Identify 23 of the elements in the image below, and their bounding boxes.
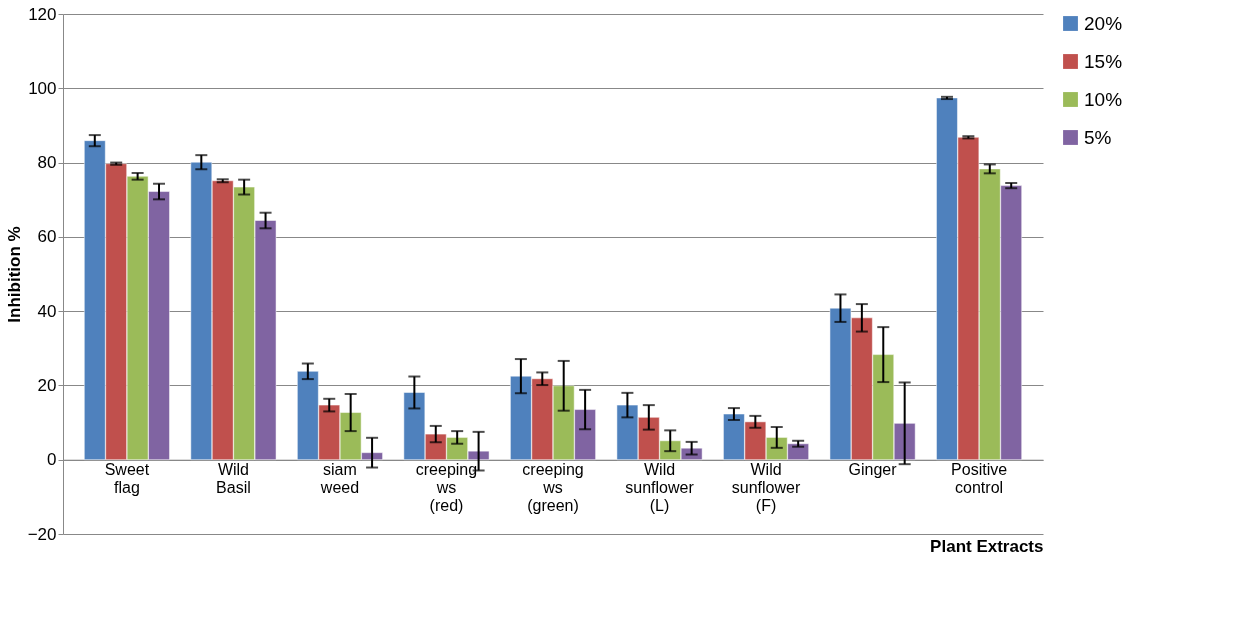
- y-tick-label: 60: [37, 227, 57, 247]
- y-tick-label: 120: [28, 4, 57, 24]
- y-tick-label: 80: [37, 153, 57, 173]
- x-tick-label: Ginger: [848, 461, 898, 479]
- y-tick-label: 100: [28, 78, 57, 98]
- x-tick-label: Wild sunflower (F): [731, 461, 801, 515]
- x-tick-label: siam weed: [319, 461, 360, 497]
- y-axis-title: Inhibition %: [4, 226, 24, 323]
- x-tick-label: creeping ws (green): [522, 461, 584, 515]
- legend-label: 10%: [1084, 88, 1123, 110]
- y-tick-label: 20: [37, 375, 57, 395]
- x-tick-label: Positive control: [951, 461, 1008, 497]
- legend-label: 20%: [1084, 12, 1123, 34]
- y-tick-label: −20: [27, 524, 57, 544]
- x-axis-title: Plant Extracts: [930, 536, 1044, 556]
- legend-label: 15%: [1084, 50, 1123, 72]
- legend-label: 5%: [1084, 126, 1112, 148]
- y-tick-label: 0: [47, 450, 57, 470]
- x-tick-label: Wild sunflower (L): [625, 461, 695, 515]
- x-tick-label: creeping ws (red): [415, 461, 478, 515]
- x-tick-label: Sweet flag: [104, 461, 150, 497]
- x-tick-label: Wild Basil: [216, 461, 251, 497]
- y-tick-label: 40: [37, 301, 57, 321]
